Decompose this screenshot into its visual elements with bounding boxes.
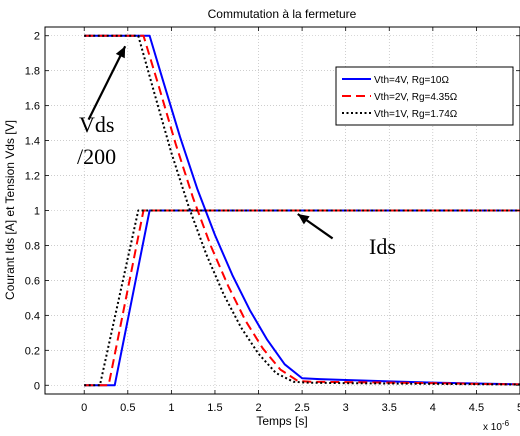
x-axis-label: Temps [s] xyxy=(256,414,307,428)
y-tick-label: 0.4 xyxy=(25,310,40,322)
series-group xyxy=(84,34,520,387)
chart-title: Commutation à la fermeture xyxy=(208,7,357,21)
annotation-ids: Ids xyxy=(369,234,396,259)
legend-box xyxy=(335,66,514,126)
legend-label: Vth=1V, Rg=1.74Ω xyxy=(374,109,458,120)
x-axis-multiplier: x 10-6 xyxy=(483,419,510,433)
x-tick-label: 2 xyxy=(255,402,261,414)
series-line-vds-2 xyxy=(84,34,520,386)
y-tick-label: 0 xyxy=(34,380,40,392)
x-tick-label: 3 xyxy=(343,402,349,414)
legend: Vth=4V, Rg=10Ω Vth=2V, Rg=4.35Ω Vth=1V, Rg… xyxy=(335,66,514,126)
y-tick-label: 2 xyxy=(34,31,40,43)
y-tick-label: 1.4 xyxy=(25,136,40,148)
series-line-vds-3 xyxy=(84,34,520,386)
y-tick-label: 0.2 xyxy=(25,345,40,357)
y-axis-label: Courant Ids [A] et Tension Vds [V] xyxy=(3,120,17,300)
x-tick-label: 4 xyxy=(430,402,436,414)
legend-label: Vth=2V, Rg=4.35Ω xyxy=(374,92,458,103)
annotations: Vds/200 Ids xyxy=(77,45,396,259)
y-tick-label: 1.6 xyxy=(25,101,40,113)
y-tick-label: 0.8 xyxy=(25,240,40,252)
y-tick-label: 1 xyxy=(34,206,40,218)
annotation-vds: Vds xyxy=(79,112,114,137)
x-tick-label: 5 xyxy=(517,402,520,414)
x-tick-label: 4.5 xyxy=(469,402,484,414)
x-tick-label: 0.5 xyxy=(120,402,135,414)
series-line-ids-3 xyxy=(84,209,520,387)
x-tick-label: 0 xyxy=(81,402,87,414)
series-line-vds-1 xyxy=(84,34,520,386)
annotation-arrow-head xyxy=(115,46,126,59)
y-tick-label: 1.8 xyxy=(25,66,40,78)
y-tick-label: 1.2 xyxy=(25,171,40,183)
x-axis-multiplier-exponent: -6 xyxy=(502,419,510,428)
x-tick-label: 3.5 xyxy=(382,402,397,414)
legend-label: Vth=4V, Rg=10Ω xyxy=(374,75,449,86)
x-tick-label: 1.5 xyxy=(207,402,222,414)
x-tick-label: 1 xyxy=(168,402,174,414)
annotation-arrow-head xyxy=(297,213,310,225)
annotation-arrow-shaft xyxy=(87,45,127,121)
annotation-vds-scale: /200 xyxy=(77,144,116,169)
y-tick-label: 0.6 xyxy=(25,275,40,287)
x-tick-label: 2.5 xyxy=(294,402,309,414)
x-axis-multiplier-base: x 10 xyxy=(483,422,502,433)
ticks: 0 0.5 1 1.5 2 2.5 3 3.5 4 4.5 5 0 0.2 0.4 0.6 0.8 1 1.2 1.… xyxy=(25,27,520,414)
